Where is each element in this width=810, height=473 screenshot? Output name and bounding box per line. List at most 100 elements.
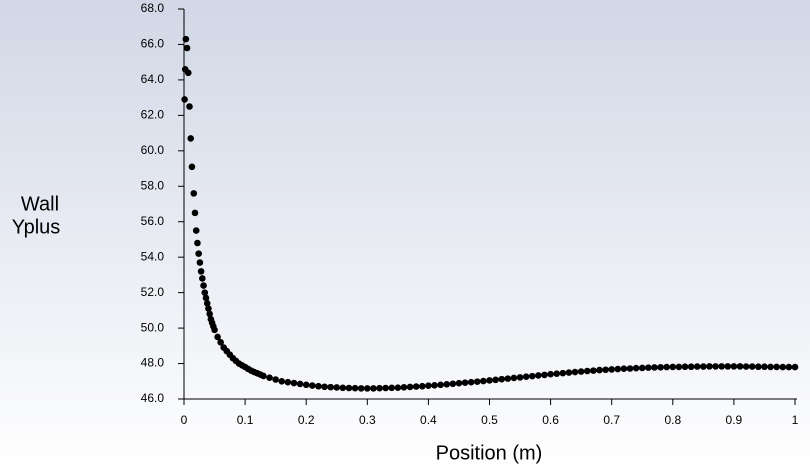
y-axis-title: Yplus (12, 216, 61, 238)
data-point (339, 384, 347, 392)
data-point (535, 372, 542, 379)
data-point (547, 370, 554, 378)
data-point (190, 190, 198, 197)
data-point (188, 163, 196, 171)
data-point (602, 366, 609, 374)
data-point (400, 384, 408, 391)
data-point (192, 227, 200, 234)
data-point (614, 365, 622, 373)
data-point (528, 372, 536, 380)
data-point (773, 363, 780, 371)
data-point (675, 363, 683, 371)
data-point (473, 378, 481, 385)
data-point (431, 382, 438, 389)
data-point (461, 379, 469, 386)
y-tick-label: 58.0 (141, 178, 165, 192)
y-tick-label: 64.0 (141, 72, 165, 86)
data-point (504, 375, 512, 382)
data-point (191, 209, 199, 217)
data-point (187, 135, 195, 142)
data-point (608, 366, 615, 373)
x-axis-title: Position (m) (436, 442, 543, 464)
data-point (565, 369, 573, 376)
data-point (184, 69, 192, 77)
data-point (266, 374, 273, 382)
data-point (272, 376, 279, 383)
data-point (590, 367, 597, 374)
data-point (203, 299, 211, 307)
data-point (748, 363, 756, 370)
data-point (376, 384, 383, 392)
data-point (412, 383, 420, 390)
data-point (657, 363, 664, 371)
data-point (183, 44, 191, 52)
x-tick-label: 0.3 (359, 413, 376, 427)
data-point (779, 363, 787, 371)
data-point (645, 364, 652, 371)
data-point (200, 282, 207, 289)
data-point (700, 363, 707, 370)
x-tick-label: 0.8 (664, 413, 681, 427)
data-point (522, 373, 530, 380)
data-point (638, 364, 646, 372)
data-point (767, 363, 774, 371)
data-point (486, 377, 493, 384)
y-tick-label: 46.0 (141, 391, 165, 405)
data-point (182, 35, 190, 43)
data-point (510, 374, 518, 382)
data-point (290, 379, 298, 387)
x-tick-label: 0.6 (542, 413, 559, 427)
data-point (364, 385, 371, 392)
data-point (196, 259, 204, 266)
data-point (345, 384, 353, 392)
data-point (260, 372, 267, 380)
data-point (205, 305, 212, 312)
x-tick-label: 0.1 (237, 413, 254, 427)
y-tick-label: 60.0 (141, 143, 165, 157)
data-point (632, 364, 640, 372)
data-point (626, 365, 634, 372)
y-tick-label: 50.0 (141, 320, 165, 334)
data-point (437, 381, 444, 389)
data-point (406, 383, 414, 391)
data-point (425, 382, 432, 390)
data-point (736, 363, 744, 370)
data-point (687, 363, 695, 371)
data-point (620, 365, 628, 372)
data-point (467, 378, 475, 386)
data-point (455, 379, 463, 387)
data-point (742, 363, 750, 370)
data-point (186, 103, 193, 110)
data-point (370, 385, 377, 392)
x-tick-label: 0 (181, 413, 188, 427)
data-point (492, 376, 499, 384)
data-point (284, 378, 292, 386)
data-point (278, 377, 286, 385)
y-tick-label: 62.0 (141, 108, 165, 122)
data-point (315, 382, 322, 390)
data-point (730, 363, 738, 370)
data-point (571, 368, 579, 376)
data-point (333, 384, 341, 391)
data-point (302, 381, 310, 389)
data-point (449, 380, 457, 388)
y-tick-label: 52.0 (141, 285, 165, 299)
data-point (712, 363, 719, 370)
data-point (480, 377, 487, 385)
data-point (693, 363, 701, 370)
data-point (553, 370, 561, 377)
data-point (394, 384, 402, 391)
data-point (755, 363, 762, 371)
data-point (669, 363, 677, 371)
data-point (199, 275, 206, 282)
data-point (309, 382, 316, 389)
data-point (382, 384, 389, 392)
data-point (214, 333, 221, 341)
data-point (443, 380, 451, 388)
y-tick-label: 48.0 (141, 356, 165, 370)
y-tick-label: 54.0 (141, 249, 165, 263)
y-axis-title: Wall (21, 193, 59, 215)
data-point (296, 380, 304, 388)
